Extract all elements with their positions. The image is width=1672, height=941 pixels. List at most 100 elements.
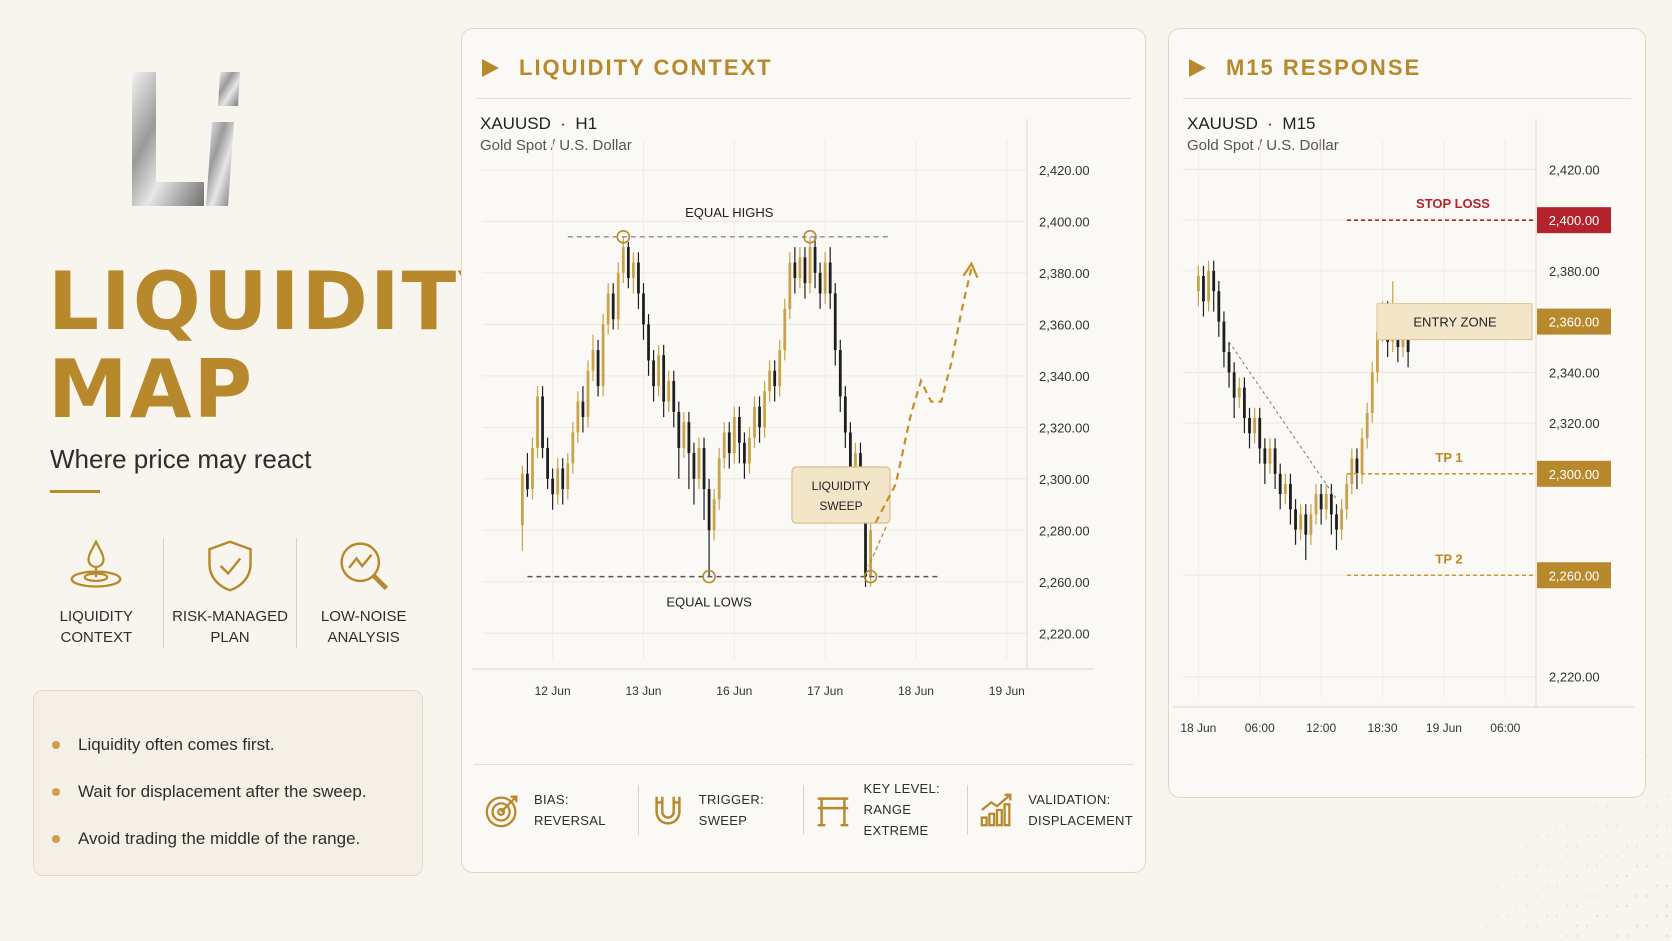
feature-label: LIQUIDITY CONTEXT: [59, 608, 134, 646]
candle: [869, 530, 872, 577]
panel-divider: [476, 98, 1131, 99]
candle: [758, 406, 761, 428]
price-tag: [1537, 207, 1611, 234]
candle: [657, 355, 661, 387]
price-tag: [1537, 562, 1611, 589]
candle: [1360, 438, 1364, 474]
panel-title: LIQUIDITY CONTEXT: [482, 55, 773, 81]
entry-zone-label: ENTRY ZONE: [1413, 315, 1497, 330]
candle: [1242, 387, 1246, 418]
y-tick-label: 2,300.00: [1039, 472, 1090, 487]
price-tag-label: 2,300.00: [1549, 467, 1600, 482]
candle: [702, 447, 706, 490]
candle: [1232, 372, 1236, 398]
price-tag: [1537, 308, 1611, 335]
candle: [647, 324, 650, 361]
strategy-footer: BIAS: REVERSAL TRIGGER: SWEEP KEY LEVEL: RA…: [474, 764, 1133, 854]
candle: [586, 370, 590, 418]
candle: [606, 293, 610, 325]
candle: [616, 272, 620, 320]
feature-label: LOW-NOISE ANALYSIS: [320, 608, 407, 646]
candle: [1375, 331, 1379, 373]
sweep-label: SWEEP: [819, 499, 862, 513]
key-level-item: KEY LEVEL: RANGE EXTREME: [804, 781, 969, 838]
x-tick-label: 19 Jun: [1426, 721, 1462, 735]
y-tick-label: 2,340.00: [1039, 369, 1090, 384]
magnifier-chart-icon: [340, 542, 388, 591]
candle: [576, 401, 580, 433]
candle: [783, 308, 787, 351]
x-tick-label: 19 Jun: [989, 684, 1025, 698]
equal-high-marker: [803, 230, 817, 244]
feature-liquidity-context: LIQUIDITY CONTEXT: [30, 538, 164, 648]
bullet-icon: [52, 740, 60, 749]
candle: [1196, 275, 1200, 292]
candle: [854, 453, 857, 479]
tp-label: TP 1: [1435, 450, 1462, 465]
stop-label: STOP LOSS: [1416, 196, 1490, 211]
symbol-label: XAUUSD · M15: [1187, 114, 1316, 133]
candle: [1355, 458, 1359, 474]
candle: [1335, 514, 1338, 530]
level-frame-icon: [817, 796, 848, 826]
brand-logo: [132, 72, 240, 206]
candle: [1202, 275, 1205, 302]
y-tick-label: 2,320.00: [1039, 420, 1090, 435]
x-tick-label: 06:00: [1245, 721, 1275, 735]
shield-check-icon: [208, 540, 252, 592]
candle: [773, 370, 777, 387]
price-tag-label: 2,260.00: [1549, 568, 1600, 583]
note-item: Avoid trading the middle of the range.: [52, 815, 422, 862]
candle: [596, 350, 600, 387]
x-tick-label: 06:00: [1490, 721, 1520, 735]
candle: [798, 257, 802, 279]
candle: [722, 432, 726, 459]
x-tick-label: 17 Jun: [807, 684, 843, 698]
x-tick-label: 13 Jun: [625, 684, 661, 698]
candle: [778, 350, 782, 387]
brand-title-line2: MAP: [48, 343, 255, 436]
candle: [672, 380, 676, 412]
m15-response-panel: M15 RESPONSE XAUUSD · M15 Gold Spot / U.…: [1168, 28, 1646, 798]
candle: [611, 293, 615, 320]
price-tag: [1537, 460, 1611, 487]
equal-lows-label: EQUAL LOWS: [666, 595, 752, 610]
candle: [1227, 352, 1231, 373]
x-tick-label: 18:30: [1368, 721, 1398, 735]
trend-line: [1228, 341, 1337, 500]
candle: [601, 324, 605, 387]
magnet-icon: [655, 796, 681, 824]
candle: [687, 422, 691, 454]
candle: [637, 262, 640, 294]
candle: [1340, 509, 1344, 530]
x-tick-label: 18 Jun: [898, 684, 934, 698]
instrument-label: Gold Spot / U.S. Dollar: [480, 137, 632, 154]
candle: [833, 293, 837, 351]
equal-high-marker: [616, 230, 631, 244]
m15-candlestick-chart: 2,420.00 2,400.00 2,380.00 2,340.00 2,320.00…: [1173, 119, 1634, 735]
y-tick-label: 2,280.00: [1039, 523, 1090, 538]
tp-label: TP 2: [1435, 551, 1462, 566]
candle: [753, 406, 756, 438]
candle: [1299, 514, 1303, 530]
candle: [788, 262, 792, 309]
title-divider: [50, 490, 100, 493]
candle: [1283, 483, 1287, 495]
y-tick-label: 2,420.00: [1039, 163, 1090, 178]
candle: [712, 499, 716, 531]
feature-label: RISK-MANAGED PLAN: [172, 608, 288, 646]
candle: [1370, 372, 1374, 413]
price-tag-label: 2,400.00: [1549, 213, 1600, 228]
feature-row: LIQUIDITY CONTEXT RISK-MANAGED PLAN LOW-NO…: [30, 538, 430, 648]
candle: [848, 432, 852, 479]
y-tick-label: 2,360.00: [1039, 317, 1090, 332]
y-tick-label: 2,260.00: [1039, 575, 1090, 590]
candle: [1217, 291, 1221, 322]
candle: [1329, 494, 1333, 515]
candle: [697, 447, 701, 479]
candle: [732, 417, 736, 454]
candle: [737, 417, 741, 443]
candle: [632, 262, 635, 279]
x-tick-label: 12:00: [1306, 721, 1336, 735]
candle: [1319, 494, 1323, 510]
